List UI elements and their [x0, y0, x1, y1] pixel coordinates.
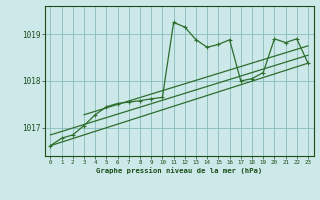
X-axis label: Graphe pression niveau de la mer (hPa): Graphe pression niveau de la mer (hPa)	[96, 167, 262, 174]
